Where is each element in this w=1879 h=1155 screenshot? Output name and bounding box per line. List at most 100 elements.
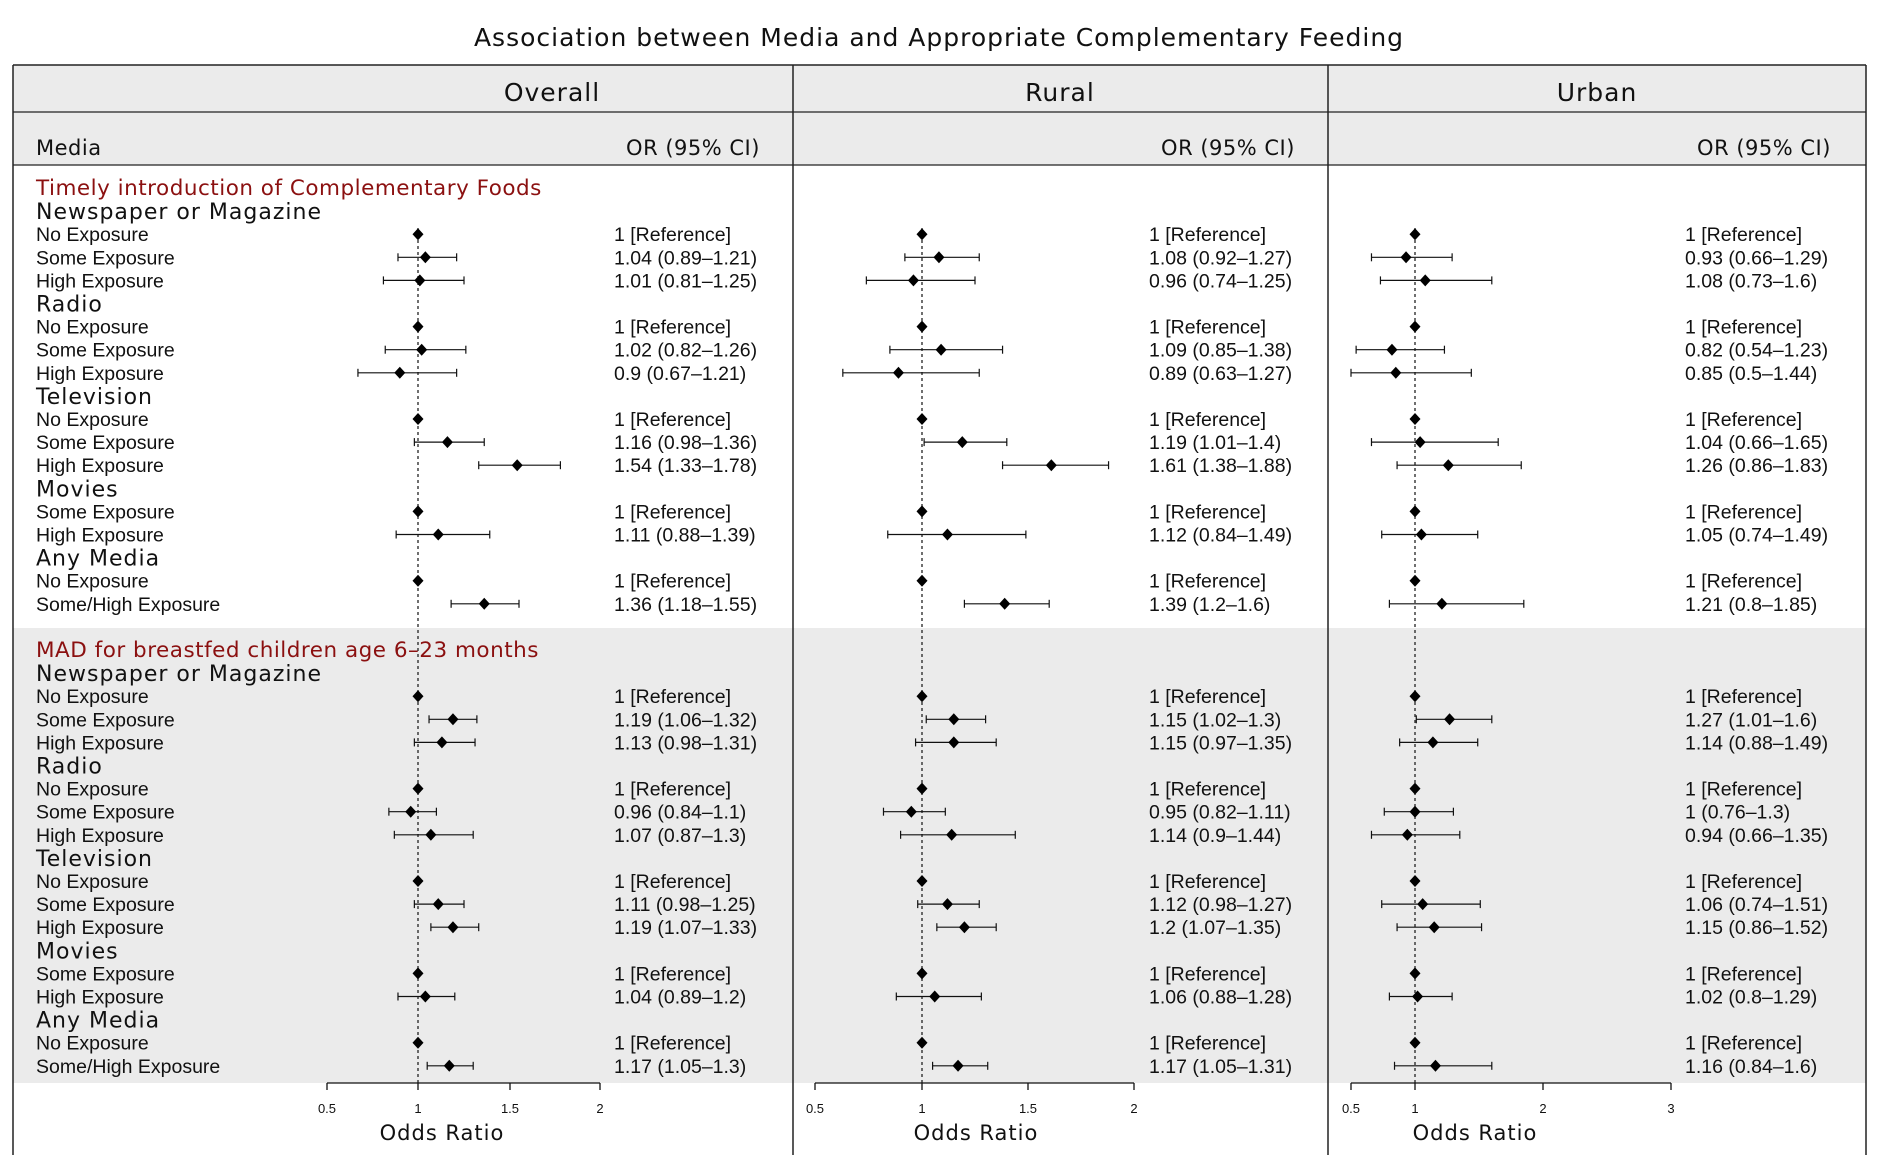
header-band: [13, 65, 1866, 165]
point-estimate-marker: [1409, 413, 1421, 425]
point-estimate-marker: [412, 1036, 424, 1049]
point-estimate-marker: [1400, 251, 1412, 264]
row-label: High Exposure: [36, 825, 164, 847]
row-label: No Exposure: [36, 871, 149, 893]
or-value: 1.17 (1.05–1.3): [614, 1056, 746, 1078]
or-value: 1.12 (0.84–1.49): [1149, 525, 1292, 547]
or-value: 1 [Reference]: [1149, 1033, 1266, 1055]
point-estimate-marker: [419, 251, 431, 264]
point-estimate-marker: [916, 1036, 928, 1049]
point-estimate-marker: [1409, 875, 1421, 887]
point-estimate-marker: [892, 366, 904, 379]
or-column-header: OR (95% CI): [626, 136, 760, 160]
or-value: 1 [Reference]: [1149, 686, 1266, 708]
or-column-header: OR (95% CI): [1161, 136, 1295, 160]
or-value: 1 [Reference]: [1685, 686, 1802, 708]
point-estimate-marker: [412, 574, 424, 587]
or-value: 0.82 (0.54–1.23): [1685, 340, 1828, 362]
point-estimate-marker: [412, 228, 424, 241]
panel-title-overall: Overall: [504, 78, 600, 107]
point-estimate-marker: [933, 251, 945, 264]
x-tick-label: 2: [1539, 1101, 1546, 1116]
or-value: 1 [Reference]: [1685, 963, 1802, 985]
point-estimate-marker: [1436, 597, 1448, 610]
or-value: 1 [Reference]: [1685, 1033, 1802, 1055]
point-estimate-marker: [916, 228, 928, 241]
row-label: High Exposure: [36, 270, 164, 292]
point-estimate-marker: [1415, 528, 1427, 541]
or-value: 1 [Reference]: [614, 779, 731, 801]
point-estimate-marker: [948, 713, 960, 726]
or-value: 1.16 (0.84–1.6): [1685, 1056, 1817, 1078]
or-value: 1 [Reference]: [1149, 501, 1266, 523]
or-value: 1 [Reference]: [1149, 224, 1266, 246]
or-value: 1.19 (1.06–1.32): [614, 709, 757, 731]
point-estimate-marker: [412, 875, 424, 887]
row-label: Some Exposure: [36, 709, 175, 731]
point-estimate-marker: [1419, 274, 1431, 287]
point-estimate-marker: [414, 274, 426, 287]
x-tick-label: 1: [1411, 1101, 1418, 1116]
point-estimate-marker: [1412, 990, 1424, 1003]
or-value: 1.06 (0.74–1.51): [1685, 894, 1828, 916]
x-axis-title: Odds Ratio: [914, 1121, 1039, 1145]
or-value: 1 [Reference]: [1685, 871, 1802, 893]
point-estimate-marker: [1409, 805, 1421, 818]
x-axis-title: Odds Ratio: [380, 1121, 505, 1145]
or-value: 1.21 (0.8–1.85): [1685, 594, 1817, 616]
or-column-header: OR (95% CI): [1697, 136, 1831, 160]
point-estimate-marker: [958, 921, 970, 934]
row-label: No Exposure: [36, 224, 149, 246]
x-tick-label: 2: [596, 1101, 603, 1116]
or-value: 1.09 (0.85–1.38): [1149, 340, 1292, 362]
or-value: 1.11 (0.88–1.39): [614, 525, 756, 547]
point-estimate-marker: [1045, 459, 1057, 472]
point-estimate-marker: [511, 459, 523, 472]
or-value: 1 [Reference]: [614, 1033, 731, 1055]
point-estimate-marker: [412, 320, 424, 333]
or-value: 1 [Reference]: [1149, 963, 1266, 985]
or-value: 1.05 (0.74–1.49): [1685, 525, 1828, 547]
point-estimate-marker: [425, 828, 437, 841]
point-estimate-marker: [419, 990, 431, 1003]
or-value: 1.07 (0.87–1.3): [614, 825, 746, 847]
row-label: High Exposure: [36, 363, 164, 385]
point-estimate-marker: [916, 320, 928, 333]
row-label: No Exposure: [36, 1033, 149, 1055]
or-value: 1 [Reference]: [1149, 779, 1266, 801]
or-value: 1.02 (0.82–1.26): [614, 340, 757, 362]
x-tick-label: 1: [918, 1101, 925, 1116]
point-estimate-marker: [916, 505, 928, 518]
point-estimate-marker: [412, 413, 424, 425]
row-label: High Exposure: [36, 525, 164, 547]
or-value: 1.14 (0.9–1.44): [1149, 825, 1281, 847]
point-estimate-marker: [1409, 967, 1421, 980]
x-axis-title: Odds Ratio: [1413, 1121, 1538, 1145]
group-label: Movies: [36, 477, 119, 502]
or-value: 0.94 (0.66–1.35): [1685, 825, 1828, 847]
or-value: 1.04 (0.89–1.21): [614, 247, 757, 269]
point-estimate-marker: [1401, 828, 1413, 841]
point-estimate-marker: [1409, 1036, 1421, 1049]
point-estimate-marker: [916, 967, 928, 980]
or-value: 1 [Reference]: [614, 871, 731, 893]
point-estimate-marker: [447, 713, 459, 726]
row-label: Some Exposure: [36, 432, 175, 454]
or-value: 1 [Reference]: [614, 571, 731, 593]
point-estimate-marker: [436, 736, 448, 749]
or-value: 1.04 (0.89–1.2): [614, 987, 746, 1009]
or-value: 1.11 (0.98–1.25): [614, 894, 756, 916]
or-value: 1.01 (0.81–1.25): [614, 270, 757, 292]
x-tick-label: 1: [414, 1101, 421, 1116]
or-value: 1 [Reference]: [1149, 871, 1266, 893]
or-value: 1.06 (0.88–1.28): [1149, 987, 1292, 1009]
point-estimate-marker: [916, 413, 928, 425]
or-value: 1.39 (1.2–1.6): [1149, 594, 1270, 616]
or-value: 1 [Reference]: [1149, 409, 1266, 431]
point-estimate-marker: [929, 990, 941, 1003]
point-estimate-marker: [394, 366, 406, 379]
point-estimate-marker: [941, 528, 953, 541]
point-estimate-marker: [412, 505, 424, 518]
point-estimate-marker: [1428, 921, 1440, 934]
